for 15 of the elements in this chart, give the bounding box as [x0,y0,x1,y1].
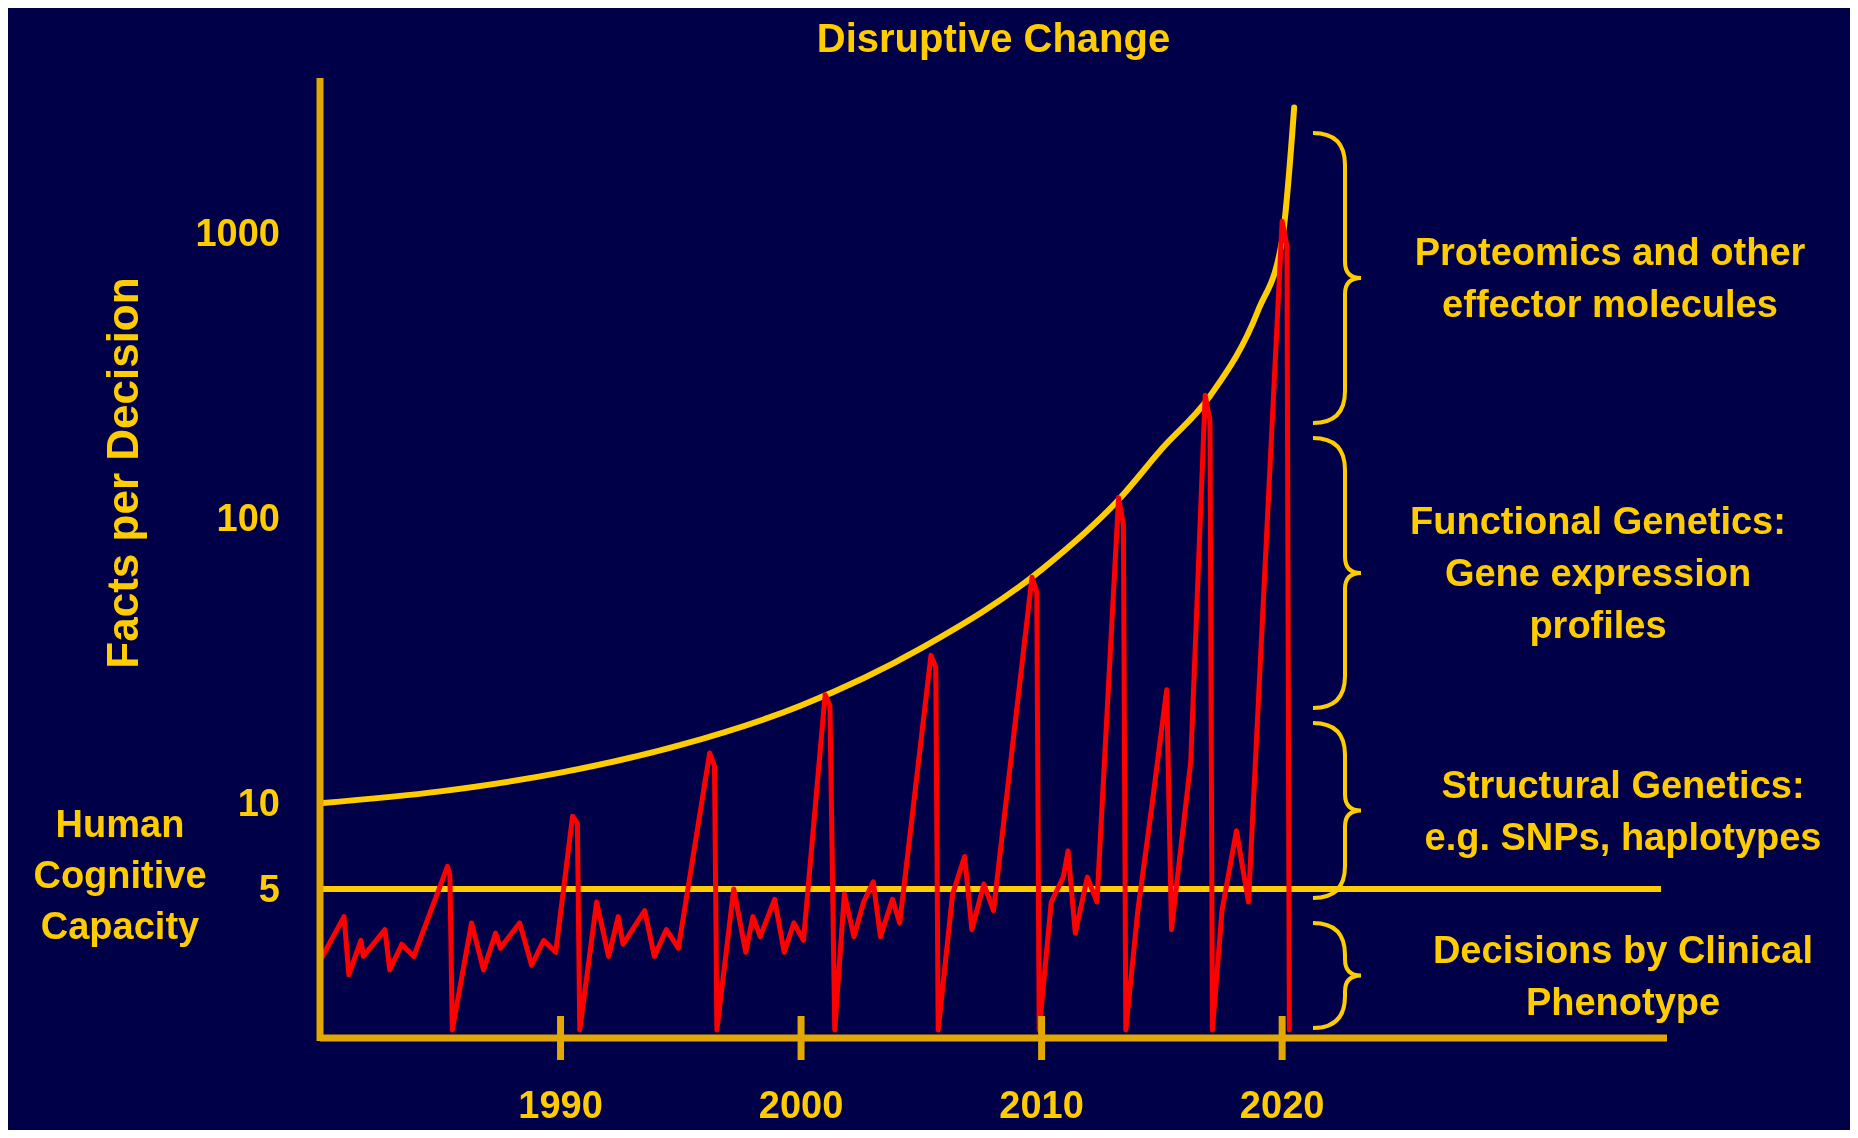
ref-line-label: Human Cognitive Capacity [33,802,207,947]
chart-title: Disruptive Change [816,16,1171,60]
annotation: Proteomics and other effector molecules [1414,231,1806,325]
y-tick-label: 1000 [195,212,280,255]
x-tick-label: 2000 [758,1084,844,1126]
x-tick-label: 1990 [518,1084,603,1126]
x-tick-label: 2010 [999,1084,1084,1126]
annotation: Structural Genetics: e.g. SNPs, haplotypes [1424,763,1822,858]
y-tick-label: 100 [216,497,280,540]
y-axis-title: Facts per Decision [98,277,147,669]
y-tick-label: 10 [237,782,280,825]
annotation: Decisions by Clinical Phenotype [1432,928,1814,1023]
x-tick-label: 2020 [1239,1084,1325,1126]
annotation: Functional Genetics: Gene expression profiles [1410,500,1786,646]
y-tick-label: 5 [258,867,280,910]
